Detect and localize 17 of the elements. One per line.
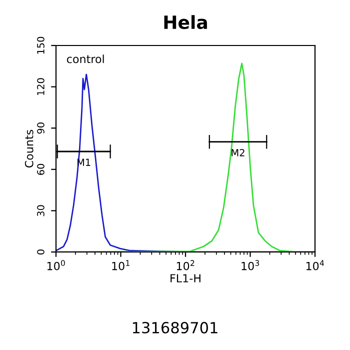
y-tick-label: 90	[37, 122, 44, 134]
annotation: M2	[232, 148, 244, 156]
x-axis-title: FL1-H	[170, 274, 200, 282]
y-tick-label: 120	[37, 78, 44, 96]
x-tick-label: 10$^{4}$	[306, 260, 324, 270]
annotation: control	[66, 54, 104, 64]
x-tick-label: 10$^{0}$	[47, 260, 65, 270]
chart-title: Hela	[164, 15, 207, 30]
y-tick-label: 150	[37, 36, 44, 54]
x-tick-label: 10$^{2}$	[176, 260, 194, 270]
y-tick-label: 0	[37, 250, 44, 254]
y-tick-label: 60	[37, 164, 44, 175]
y-axis-title: Counts	[24, 130, 34, 168]
x-tick-label: 10$^{1}$	[112, 260, 130, 270]
y-tick-label: 30	[37, 205, 44, 216]
x-tick-label: 10$^{3}$	[242, 260, 260, 270]
text: 131689701	[132, 322, 218, 334]
